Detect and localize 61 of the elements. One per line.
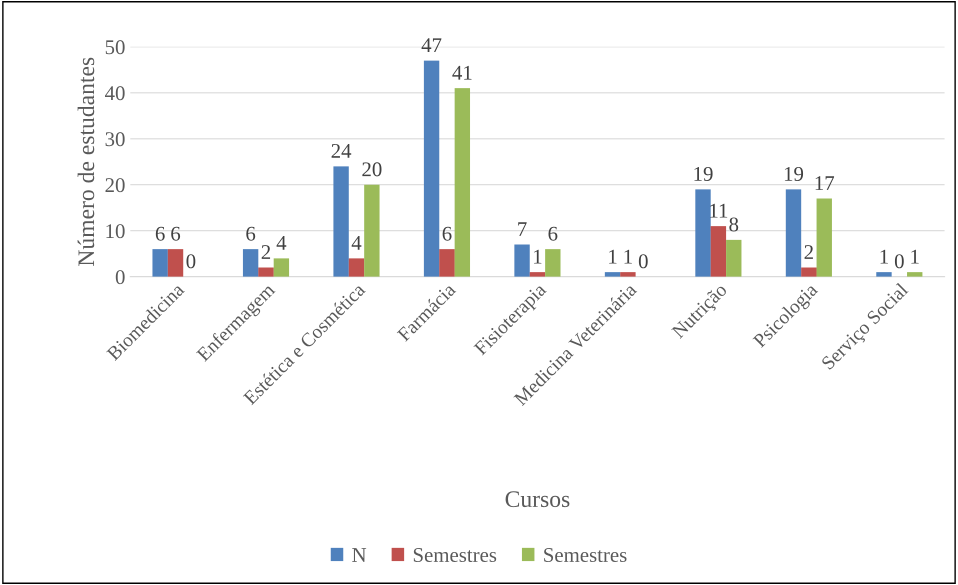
data-label: 4	[352, 236, 362, 250]
data-label: 6	[246, 226, 256, 241]
bar	[424, 60, 440, 277]
data-label: 1	[880, 250, 888, 264]
y-tick-label: 20	[106, 178, 125, 192]
bar	[786, 189, 802, 277]
data-label: 6	[156, 226, 165, 241]
bar	[258, 268, 274, 277]
data-label: 41	[452, 66, 472, 80]
data-label: 0	[638, 254, 648, 268]
data-label: 8	[729, 217, 738, 232]
data-label: 7	[518, 222, 527, 236]
data-label: 47	[422, 38, 442, 52]
data-label: 1	[624, 250, 632, 264]
data-label: 1	[534, 250, 542, 264]
y-axis-title: Número de estudantes	[78, 58, 94, 266]
bar	[514, 244, 530, 277]
x-axis-title: Cursos	[506, 491, 570, 508]
data-label: 0	[894, 254, 904, 268]
bar	[530, 272, 546, 277]
data-label: 17	[816, 176, 834, 190]
legend-label: Semestres	[544, 548, 626, 562]
data-label: 1	[609, 250, 616, 264]
bar	[168, 249, 184, 277]
data-label: 19	[784, 166, 804, 181]
data-label: 2	[262, 245, 270, 259]
legend-label: N	[352, 548, 366, 562]
bar	[364, 184, 380, 277]
bar	[242, 249, 258, 277]
y-tick-label: 10	[106, 224, 125, 238]
bar	[274, 258, 290, 277]
bar	[439, 249, 455, 277]
y-tick-label: 50	[106, 40, 125, 54]
bar	[604, 272, 620, 277]
data-label: 19	[694, 166, 713, 181]
data-label: 4	[276, 236, 286, 250]
data-label: 6	[442, 226, 452, 241]
bar	[620, 272, 636, 277]
bar	[801, 268, 817, 277]
y-tick-label: 40	[105, 86, 125, 100]
bar	[907, 272, 922, 277]
data-label: 6	[548, 226, 558, 241]
y-tick-label: 30	[106, 132, 125, 146]
legend-label: Semestres	[414, 548, 496, 562]
data-label: 20	[362, 162, 382, 176]
bar	[545, 249, 561, 277]
data-label: 1	[911, 250, 919, 264]
bar	[816, 198, 832, 277]
data-label: 6	[171, 226, 180, 241]
bar	[876, 272, 892, 277]
bar	[348, 258, 364, 277]
bar	[726, 240, 742, 277]
bar	[333, 166, 349, 277]
data-label: 2	[804, 245, 813, 259]
y-tick-label: 0	[116, 270, 125, 284]
data-label: 0	[186, 254, 196, 268]
data-label: 24	[332, 144, 352, 158]
bar	[152, 249, 168, 277]
bar	[695, 189, 711, 277]
bar	[710, 226, 726, 277]
bar	[454, 88, 470, 277]
